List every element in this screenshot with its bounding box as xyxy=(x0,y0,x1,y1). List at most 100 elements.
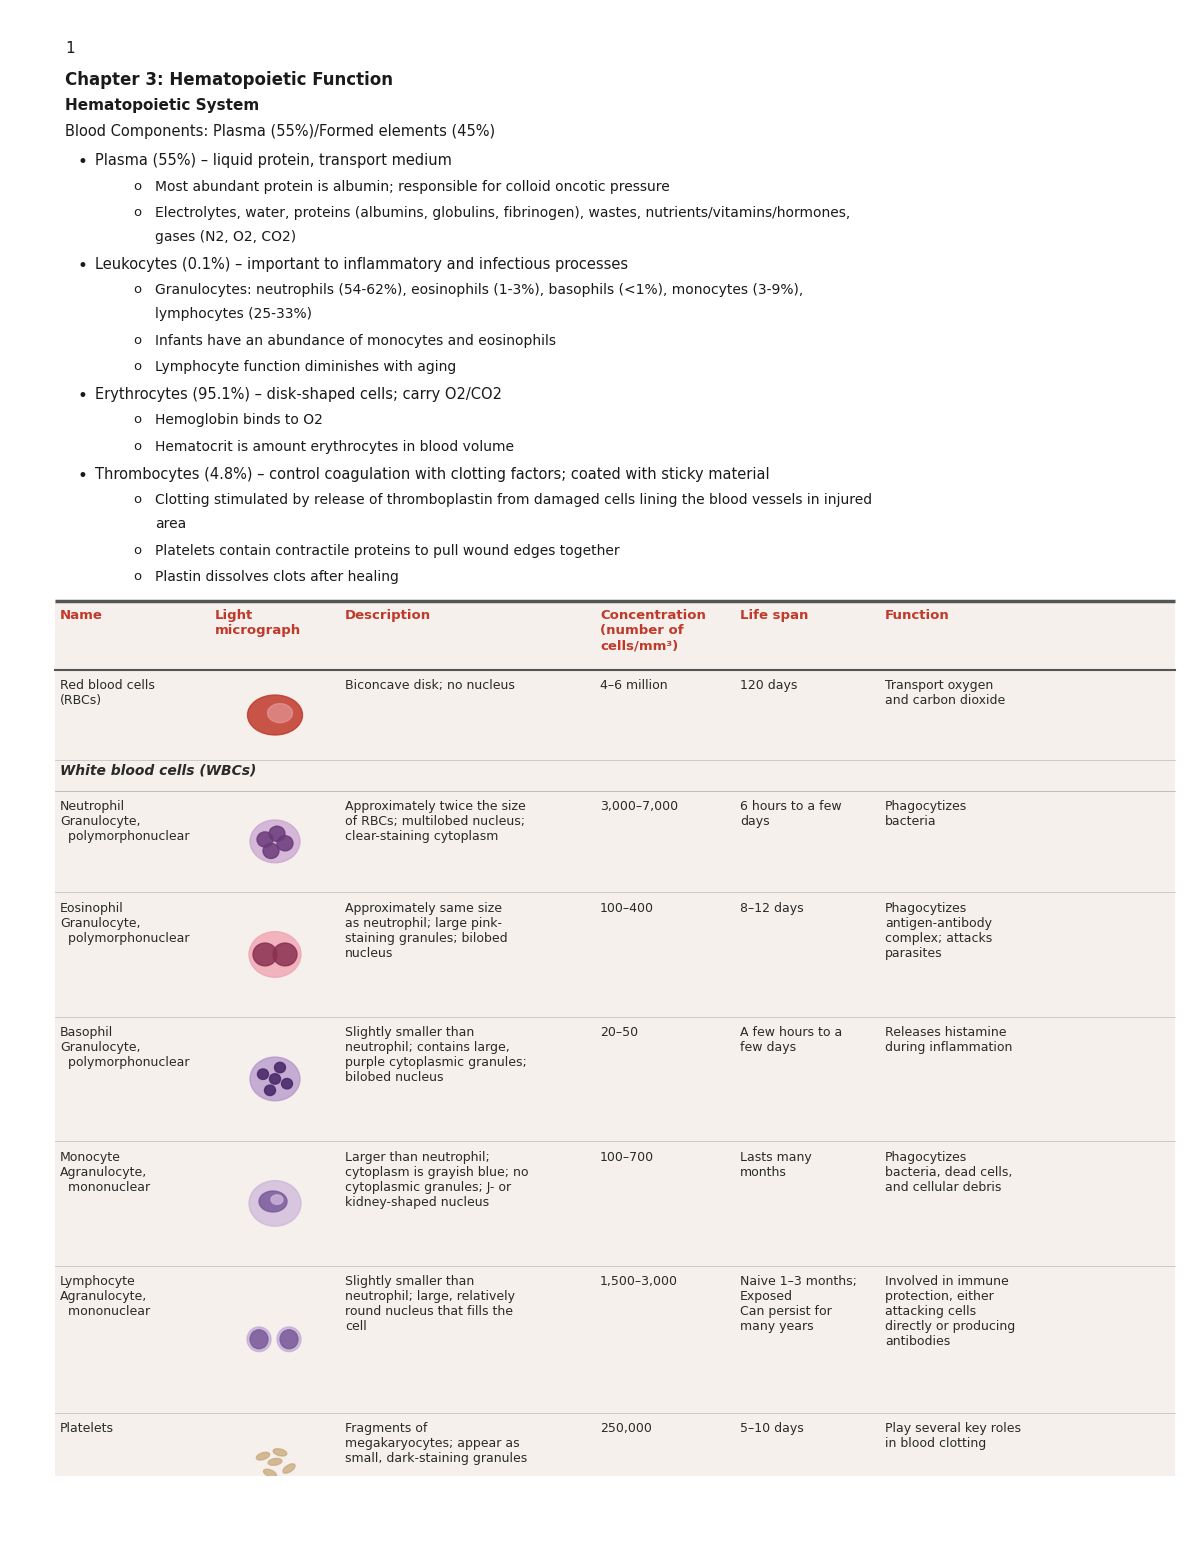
Text: Chapter 3: Hematopoietic Function: Chapter 3: Hematopoietic Function xyxy=(65,71,394,89)
Ellipse shape xyxy=(250,932,301,977)
Text: Transport oxygen
and carbon dioxide: Transport oxygen and carbon dioxide xyxy=(886,679,1006,707)
Text: Naive 1–3 months;
Exposed
Can persist for
many years: Naive 1–3 months; Exposed Can persist fo… xyxy=(740,1275,857,1332)
Text: •: • xyxy=(77,256,86,275)
Text: o: o xyxy=(133,334,142,346)
FancyBboxPatch shape xyxy=(55,601,1175,669)
Text: Slightly smaller than
neutrophil; contains large,
purple cytoplasmic granules;
b: Slightly smaller than neutrophil; contai… xyxy=(346,1027,527,1084)
Text: •: • xyxy=(77,466,86,485)
Ellipse shape xyxy=(247,1326,271,1351)
Text: 20–50: 20–50 xyxy=(600,1027,638,1039)
Text: 4–6 million: 4–6 million xyxy=(600,679,667,693)
Text: Infants have an abundance of monocytes and eosinophils: Infants have an abundance of monocytes a… xyxy=(155,334,556,348)
Circle shape xyxy=(270,1073,281,1084)
Text: Fragments of
megakaryocytes; appear as
small, dark-staining granules: Fragments of megakaryocytes; appear as s… xyxy=(346,1423,527,1466)
Text: Hematocrit is amount erythrocytes in blood volume: Hematocrit is amount erythrocytes in blo… xyxy=(155,439,514,453)
Text: Larger than neutrophil;
cytoplasm is grayish blue; no
cytoplasmic granules; J- o: Larger than neutrophil; cytoplasm is gra… xyxy=(346,1151,528,1208)
Text: 100–700: 100–700 xyxy=(600,1151,654,1163)
Ellipse shape xyxy=(283,1464,295,1474)
Text: White blood cells (WBCs): White blood cells (WBCs) xyxy=(60,764,257,778)
Ellipse shape xyxy=(277,1326,301,1351)
Text: gases (N2, O2, CO2): gases (N2, O2, CO2) xyxy=(155,230,296,244)
Text: Hematopoietic System: Hematopoietic System xyxy=(65,98,259,113)
Text: Platelets contain contractile proteins to pull wound edges together: Platelets contain contractile proteins t… xyxy=(155,544,619,558)
Text: Name: Name xyxy=(60,609,103,623)
Text: Phagocytizes
bacteria, dead cells,
and cellular debris: Phagocytizes bacteria, dead cells, and c… xyxy=(886,1151,1013,1194)
Text: o: o xyxy=(133,283,142,297)
Text: Clotting stimulated by release of thromboplastin from damaged cells lining the b: Clotting stimulated by release of thromb… xyxy=(155,494,872,508)
Text: o: o xyxy=(133,413,142,427)
Circle shape xyxy=(264,1086,276,1095)
Circle shape xyxy=(275,1062,286,1073)
Text: Concentration
(number of
cells/mm³): Concentration (number of cells/mm³) xyxy=(600,609,706,652)
Circle shape xyxy=(257,832,274,846)
Text: 6 hours to a few
days: 6 hours to a few days xyxy=(740,800,841,828)
Text: o: o xyxy=(133,207,142,219)
Ellipse shape xyxy=(250,820,300,863)
Text: Erythrocytes (95.1%) – disk-shaped cells; carry O2/CO2: Erythrocytes (95.1%) – disk-shaped cells… xyxy=(95,387,502,402)
Text: Leukocytes (0.1%) – important to inflammatory and infectious processes: Leukocytes (0.1%) – important to inflamm… xyxy=(95,256,628,272)
Text: 5–10 days: 5–10 days xyxy=(740,1423,804,1435)
Text: Description: Description xyxy=(346,609,431,623)
Text: •: • xyxy=(77,387,86,405)
Ellipse shape xyxy=(257,1452,270,1460)
Circle shape xyxy=(282,1078,293,1089)
Ellipse shape xyxy=(250,1329,268,1350)
Text: Blood Components: Plasma (55%)/Formed elements (45%): Blood Components: Plasma (55%)/Formed el… xyxy=(65,124,496,140)
Text: Involved in immune
protection, either
attacking cells
directly or producing
anti: Involved in immune protection, either at… xyxy=(886,1275,1015,1348)
Circle shape xyxy=(269,826,286,842)
Text: Life span: Life span xyxy=(740,609,809,623)
Text: o: o xyxy=(133,494,142,506)
Text: Basophil
Granulocyte,
  polymorphonuclear: Basophil Granulocyte, polymorphonuclear xyxy=(60,1027,190,1068)
Text: o: o xyxy=(133,544,142,556)
Text: Approximately same size
as neutrophil; large pink-
staining granules; bilobed
nu: Approximately same size as neutrophil; l… xyxy=(346,902,508,960)
Text: 3,000–7,000: 3,000–7,000 xyxy=(600,800,678,814)
Text: o: o xyxy=(133,360,142,373)
Text: Neutrophil
Granulocyte,
  polymorphonuclear: Neutrophil Granulocyte, polymorphonuclea… xyxy=(60,800,190,843)
Text: Function: Function xyxy=(886,609,949,623)
Text: Eosinophil
Granulocyte,
  polymorphonuclear: Eosinophil Granulocyte, polymorphonuclea… xyxy=(60,902,190,944)
Text: Lymphocyte
Agranulocyte,
  mononuclear: Lymphocyte Agranulocyte, mononuclear xyxy=(60,1275,150,1318)
FancyBboxPatch shape xyxy=(55,669,1175,1506)
Ellipse shape xyxy=(250,1180,301,1227)
Text: Approximately twice the size
of RBCs; multilobed nucleus;
clear-staining cytopla: Approximately twice the size of RBCs; mu… xyxy=(346,800,526,843)
Circle shape xyxy=(263,843,278,859)
Text: Red blood cells
(RBCs): Red blood cells (RBCs) xyxy=(60,679,155,707)
Circle shape xyxy=(277,836,293,851)
Text: A few hours to a
few days: A few hours to a few days xyxy=(740,1027,842,1054)
Text: lymphocytes (25-33%): lymphocytes (25-33%) xyxy=(155,307,312,321)
Text: o: o xyxy=(133,570,142,582)
Text: o: o xyxy=(133,439,142,453)
Ellipse shape xyxy=(259,1191,287,1211)
Text: Platelets: Platelets xyxy=(60,1423,114,1435)
Text: •: • xyxy=(77,154,86,171)
Ellipse shape xyxy=(268,1458,282,1466)
Text: Lasts many
months: Lasts many months xyxy=(740,1151,811,1179)
Ellipse shape xyxy=(247,696,302,735)
Ellipse shape xyxy=(264,1469,276,1477)
Ellipse shape xyxy=(250,1058,300,1101)
Circle shape xyxy=(258,1068,269,1079)
Text: Slightly smaller than
neutrophil; large, relatively
round nucleus that fills the: Slightly smaller than neutrophil; large,… xyxy=(346,1275,515,1332)
Text: Monocyte
Agranulocyte,
  mononuclear: Monocyte Agranulocyte, mononuclear xyxy=(60,1151,150,1194)
Text: Biconcave disk; no nucleus: Biconcave disk; no nucleus xyxy=(346,679,515,693)
Text: 100–400: 100–400 xyxy=(600,902,654,915)
Text: 8–12 days: 8–12 days xyxy=(740,902,804,915)
Text: Releases histamine
during inflammation: Releases histamine during inflammation xyxy=(886,1027,1013,1054)
Circle shape xyxy=(274,943,298,966)
Text: 120 days: 120 days xyxy=(740,679,797,693)
Text: Hemoglobin binds to O2: Hemoglobin binds to O2 xyxy=(155,413,323,427)
Text: Granulocytes: neutrophils (54-62%), eosinophils (1-3%), basophils (<1%), monocyt: Granulocytes: neutrophils (54-62%), eosi… xyxy=(155,283,803,297)
Text: 1,500–3,000: 1,500–3,000 xyxy=(600,1275,678,1287)
Text: area: area xyxy=(155,517,186,531)
Text: Most abundant protein is albumin; responsible for colloid oncotic pressure: Most abundant protein is albumin; respon… xyxy=(155,180,670,194)
Ellipse shape xyxy=(268,704,293,722)
Text: o: o xyxy=(133,180,142,193)
Text: Play several key roles
in blood clotting: Play several key roles in blood clotting xyxy=(886,1423,1021,1451)
Ellipse shape xyxy=(274,1449,287,1457)
Text: 1: 1 xyxy=(65,40,74,56)
Text: Plastin dissolves clots after healing: Plastin dissolves clots after healing xyxy=(155,570,398,584)
Text: Phagocytizes
antigen-antibody
complex; attacks
parasites: Phagocytizes antigen-antibody complex; a… xyxy=(886,902,992,960)
Text: Lymphocyte function diminishes with aging: Lymphocyte function diminishes with agin… xyxy=(155,360,456,374)
Circle shape xyxy=(253,943,277,966)
Text: 250,000: 250,000 xyxy=(600,1423,652,1435)
